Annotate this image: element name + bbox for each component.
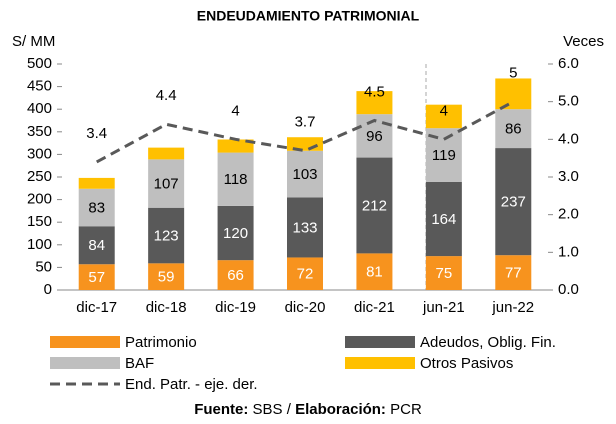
data-label: 4 [231, 102, 239, 119]
data-label: 96 [366, 128, 383, 145]
data-label: 86 [505, 121, 522, 138]
bar-segment [495, 109, 532, 149]
data-label: 75 [436, 265, 453, 282]
y-tick-label: 350 [27, 123, 52, 140]
data-label: 237 [501, 194, 526, 211]
legend-label: BAF [125, 355, 154, 372]
bar-segment [356, 91, 393, 115]
bar-segment [148, 147, 185, 160]
data-label: 66 [227, 267, 244, 284]
bar-segment [495, 78, 532, 110]
bar-segment [287, 137, 323, 151]
bar-segment [356, 253, 393, 290]
data-label: 164 [431, 211, 456, 228]
x-tick-label: dic-17 [76, 299, 117, 316]
bar-segment [148, 263, 185, 290]
data-label: 120 [223, 225, 248, 242]
y-tick-label: 250 [27, 168, 52, 185]
y2-tick-label: 3.0 [558, 168, 579, 185]
bar-segment [287, 257, 323, 290]
x-tick-label: dic-18 [146, 299, 187, 316]
bar-segment [425, 256, 462, 290]
data-label: 4.5 [364, 83, 385, 100]
y2-tick-label: 4.0 [558, 130, 579, 147]
bar-segment [78, 264, 115, 290]
data-label: 4 [440, 102, 448, 119]
bar-segment [148, 207, 185, 264]
data-label: 107 [154, 176, 179, 193]
bar-segment [287, 150, 323, 198]
bar-segment [425, 104, 462, 129]
data-label: 3.7 [295, 114, 316, 131]
data-label: 118 [224, 171, 248, 188]
y-axis-label: S/ MM [12, 33, 55, 50]
legend-label: End. Patr. - eje. der. [125, 376, 258, 393]
legend-swatch [50, 357, 120, 369]
bar-segment [287, 197, 323, 258]
y-tick-label: 150 [27, 213, 52, 230]
y2-tick-label: 0.0 [558, 281, 579, 298]
bar-segment [148, 159, 185, 208]
bar-segment [356, 157, 393, 254]
source-part: SBS / [253, 401, 292, 418]
y2-axis-label: Veces [563, 33, 604, 50]
x-tick-label: dic-19 [215, 299, 256, 316]
legend-label: Patrimonio [125, 334, 197, 351]
y2-tick-label: 2.0 [558, 206, 579, 223]
y-tick-label: 450 [27, 78, 52, 95]
x-tick-label: jun-21 [422, 299, 465, 316]
bar-segment [78, 177, 115, 189]
y-tick-label: 100 [27, 236, 52, 253]
source-part: PCR [390, 401, 422, 418]
data-label: 103 [292, 166, 317, 183]
data-label: 57 [88, 269, 105, 286]
bar-segment [425, 181, 462, 257]
source-part: Fuente: [194, 401, 248, 418]
y2-tick-label: 6.0 [558, 55, 579, 72]
bar-segment [495, 255, 532, 290]
data-label: 84 [88, 237, 105, 254]
bar-segment [217, 205, 254, 261]
y2-tick-label: 5.0 [558, 93, 579, 110]
source: Fuente: SBS / Elaboración: PCR [194, 401, 422, 418]
data-label: 59 [158, 269, 175, 286]
y-tick-label: 400 [27, 100, 52, 117]
data-label: 4.4 [156, 87, 177, 104]
bar-segment [217, 260, 254, 290]
bar-segment [217, 139, 254, 153]
legend-swatch [345, 357, 415, 369]
y-tick-label: 0 [44, 281, 52, 298]
y-tick-label: 300 [27, 145, 52, 162]
bar-segment [78, 226, 115, 265]
source-part: Elaboración: [295, 401, 386, 418]
data-label: 77 [505, 265, 522, 282]
y2-tick-label: 1.0 [558, 243, 579, 260]
data-label: 119 [432, 147, 456, 164]
y-tick-label: 500 [27, 55, 52, 72]
legend-label: Adeudos, Oblig. Fin. [420, 334, 556, 351]
chart-title: ENDEUDAMIENTO PATRIMONIAL [197, 8, 420, 24]
y-tick-label: 50 [35, 258, 52, 275]
data-label: 5 [509, 65, 517, 82]
x-tick-label: dic-20 [285, 299, 326, 316]
data-label: 123 [154, 228, 179, 245]
legend-label: Otros Pasivos [420, 355, 513, 372]
x-tick-label: dic-21 [354, 299, 395, 316]
data-label: 133 [292, 219, 317, 236]
bar-segment [217, 152, 254, 206]
bar-segment [78, 188, 115, 227]
data-label: 83 [88, 199, 105, 216]
x-tick-label: jun-22 [491, 299, 534, 316]
data-label: 212 [362, 197, 387, 214]
legend-swatch [345, 336, 415, 348]
data-label: 81 [366, 264, 383, 281]
legend-swatch [50, 336, 120, 348]
data-label: 3.4 [86, 125, 107, 142]
bar-segment [495, 148, 532, 256]
data-label: 72 [297, 266, 314, 283]
y-tick-label: 200 [27, 191, 52, 208]
